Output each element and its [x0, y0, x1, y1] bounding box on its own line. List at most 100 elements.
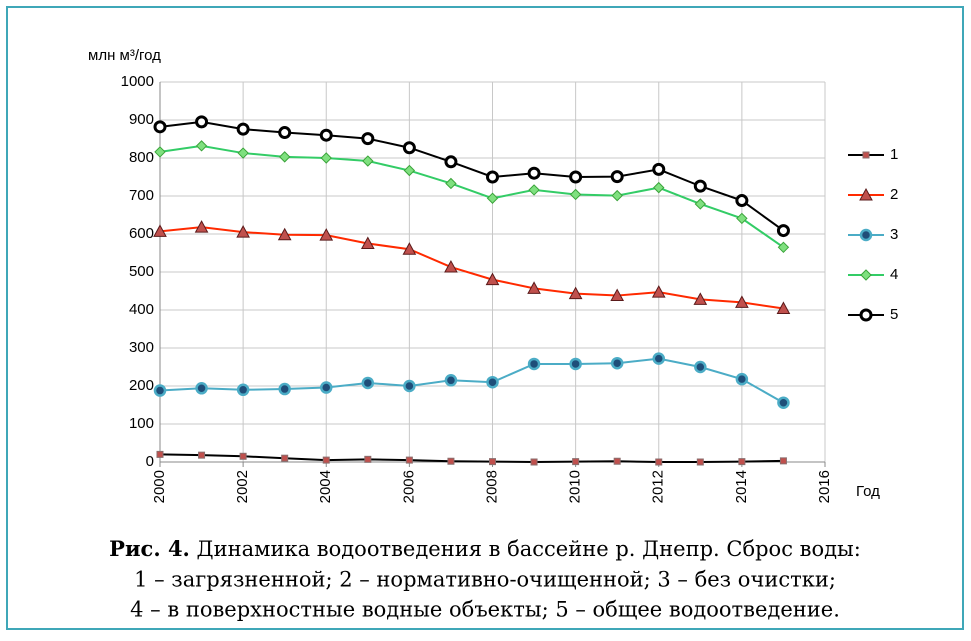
marker: [777, 241, 790, 254]
marker: [527, 357, 541, 371]
marker: [239, 452, 247, 460]
y-tick-label: 300: [129, 339, 154, 356]
legend-marker: [859, 308, 873, 322]
marker: [278, 126, 292, 140]
marker: [489, 458, 496, 466]
marker: [277, 227, 292, 241]
caption-label: Рис. 4.: [109, 536, 190, 561]
marker: [572, 458, 580, 466]
x-tick-label: 2016: [816, 470, 833, 503]
marker: [362, 155, 374, 167]
marker: [527, 166, 541, 180]
marker: [655, 458, 663, 466]
marker: [694, 360, 707, 374]
legend-marker: [862, 151, 870, 159]
marker: [486, 170, 499, 184]
marker: [696, 458, 704, 466]
legend-label: 5: [890, 306, 898, 323]
marker: [194, 220, 209, 233]
marker: [195, 382, 208, 395]
marker: [237, 147, 249, 159]
marker: [153, 384, 167, 397]
marker: [319, 228, 334, 241]
marker: [403, 164, 416, 177]
y-axis-label: млн м³/год: [88, 47, 161, 64]
y-tick-label: 1000: [121, 73, 154, 90]
caption-text: Динамика водоотведения в бассейне р. Дне…: [190, 537, 861, 561]
marker: [444, 374, 458, 387]
marker: [694, 198, 707, 210]
marker: [485, 272, 500, 286]
marker: [776, 301, 791, 314]
marker: [610, 356, 624, 370]
marker: [611, 189, 623, 202]
marker: [281, 454, 289, 462]
marker: [779, 457, 787, 465]
marker: [736, 212, 748, 225]
marker: [568, 286, 583, 300]
marker: [360, 236, 375, 249]
marker: [153, 120, 167, 134]
marker: [569, 357, 582, 371]
marker: [402, 242, 417, 255]
marker: [486, 192, 499, 204]
marker: [651, 285, 666, 298]
series-line: [159, 144, 785, 249]
y-tick-label: 800: [129, 149, 154, 166]
marker: [444, 155, 458, 169]
series-line: [159, 120, 785, 232]
legend-marker: [860, 269, 872, 281]
y-tick-label: 700: [129, 187, 154, 204]
marker: [403, 379, 416, 393]
marker: [735, 372, 749, 386]
marker: [361, 132, 375, 146]
y-tick-label: 900: [129, 111, 154, 128]
marker: [236, 225, 250, 238]
marker: [652, 162, 666, 176]
marker: [447, 457, 455, 465]
x-axis-label: Год: [856, 483, 880, 500]
marker: [195, 140, 208, 152]
x-tick-label: 2006: [400, 470, 417, 503]
x-tick-label: 2012: [650, 470, 667, 503]
legend-label: 2: [890, 186, 898, 203]
x-tick-label: 2002: [234, 470, 251, 503]
x-tick-label: 2008: [483, 470, 500, 503]
marker: [527, 281, 541, 294]
marker: [405, 456, 413, 464]
marker: [198, 451, 206, 459]
y-tick-label: 500: [129, 263, 154, 280]
marker: [444, 260, 458, 273]
marker: [153, 224, 167, 237]
marker: [195, 115, 209, 129]
legend-label: 4: [890, 266, 898, 283]
marker: [530, 458, 538, 466]
marker: [156, 450, 164, 458]
y-tick-label: 200: [129, 377, 154, 394]
legend-label: 1: [890, 146, 898, 163]
marker: [236, 383, 250, 397]
marker: [319, 128, 333, 142]
marker: [236, 122, 250, 136]
marker: [486, 375, 499, 389]
marker: [322, 456, 330, 464]
marker: [613, 457, 621, 465]
marker: [402, 141, 416, 155]
y-tick-label: 600: [129, 225, 154, 242]
caption-line: Рис. 4. Динамика водоотведения в бассейн…: [109, 536, 861, 561]
marker: [738, 458, 746, 466]
caption-line: 1 – загрязненной; 2 – нормативно-очищенн…: [134, 568, 836, 592]
y-tick-label: 0: [146, 453, 154, 470]
marker: [361, 376, 375, 390]
frame: [6, 6, 964, 630]
caption-line: 4 – в поверхностные водные объекты; 5 – …: [130, 598, 840, 622]
marker: [445, 177, 457, 190]
marker: [364, 455, 372, 463]
marker: [278, 382, 291, 396]
y-tick-label: 400: [129, 301, 154, 318]
series-line: [159, 226, 784, 310]
marker: [693, 179, 707, 193]
series-line: [159, 357, 784, 404]
